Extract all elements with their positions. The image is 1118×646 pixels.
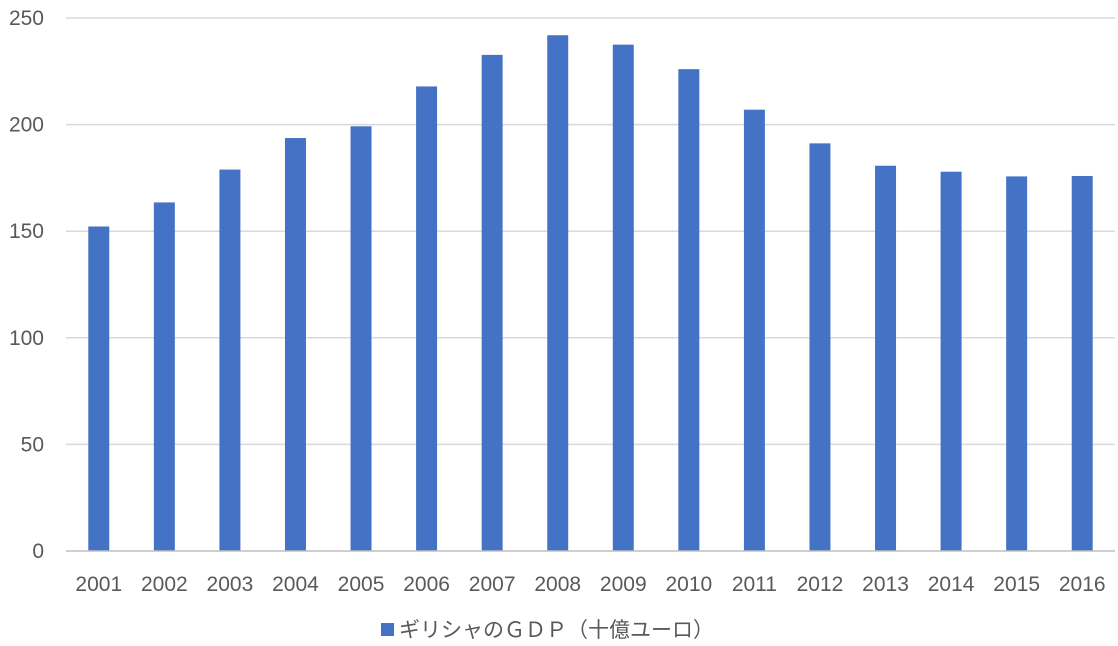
bar-2007 xyxy=(481,54,503,551)
y-tick-label: 250 xyxy=(9,7,44,30)
x-tick-label: 2016 xyxy=(1059,573,1106,596)
x-tick-label: 2013 xyxy=(862,573,909,596)
bar-2012 xyxy=(809,143,831,551)
bar-2014 xyxy=(940,171,962,551)
x-tick-label: 2005 xyxy=(338,573,385,596)
legend: ギリシャのＧＤＰ（十億ユーロ） xyxy=(381,618,714,642)
bar-2002 xyxy=(153,202,175,551)
bar-2013 xyxy=(875,165,897,551)
x-tick-label: 2011 xyxy=(732,573,777,596)
bar-2004 xyxy=(284,138,306,551)
x-tick-label: 2008 xyxy=(534,573,581,596)
x-tick-label: 2009 xyxy=(600,573,647,596)
y-tick-label: 50 xyxy=(21,433,44,456)
x-tick-label: 2014 xyxy=(928,573,975,596)
x-tick-label: 2003 xyxy=(207,573,254,596)
x-tick-label: 2012 xyxy=(797,573,844,596)
bar-2001 xyxy=(88,226,110,552)
bar-2016 xyxy=(1071,175,1093,551)
bar-2009 xyxy=(612,44,634,552)
bar-2003 xyxy=(219,169,241,551)
bars xyxy=(88,35,1093,552)
x-tick-label: 2002 xyxy=(141,573,188,596)
gridlines xyxy=(66,17,1115,446)
x-tick-label: 2001 xyxy=(75,573,122,596)
y-tick-label: 0 xyxy=(32,540,44,563)
legend-swatch xyxy=(381,623,394,636)
y-tick-label: 100 xyxy=(9,327,44,350)
x-axis-ticks: 2001 2002 2003 2004 2005 2006 2007 2008 2009 2010… xyxy=(75,573,1105,596)
y-tick-label: 150 xyxy=(9,220,44,243)
bar-2005 xyxy=(350,126,372,551)
x-tick-label: 2010 xyxy=(665,573,712,596)
x-tick-label: 2006 xyxy=(403,573,450,596)
y-axis-ticks: 0 50 100 150 200 250 xyxy=(9,7,44,563)
bar-2011 xyxy=(743,109,765,552)
legend-label: ギリシャのＧＤＰ（十億ユーロ） xyxy=(399,618,714,642)
bar-2010 xyxy=(678,69,700,551)
x-tick-label: 2004 xyxy=(272,573,319,596)
bar-2015 xyxy=(1006,176,1028,551)
bar-2006 xyxy=(416,86,438,552)
x-tick-label: 2015 xyxy=(993,573,1040,596)
y-tick-label: 200 xyxy=(9,114,44,137)
bar-2008 xyxy=(547,35,569,551)
x-tick-label: 2007 xyxy=(469,573,516,596)
